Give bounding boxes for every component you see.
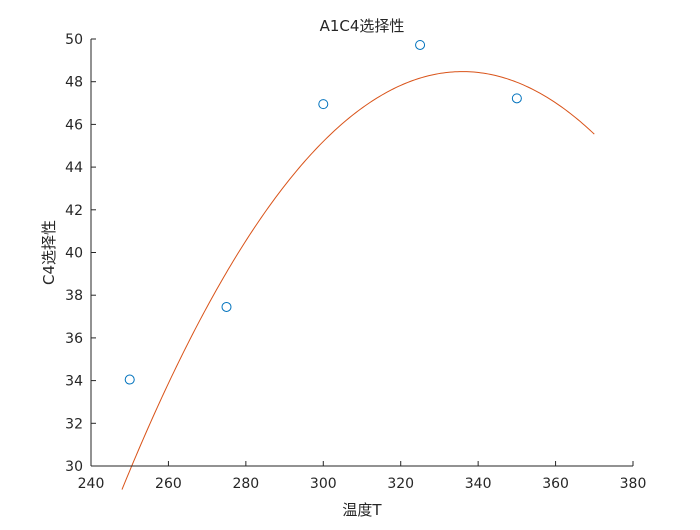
x-tick-label: 280 <box>232 476 259 492</box>
y-tick-label: 40 <box>65 246 83 262</box>
x-tick-label: 320 <box>387 476 414 492</box>
data-point-marker <box>221 301 232 312</box>
x-tick-label: 260 <box>155 476 182 492</box>
y-axis-title: C4选择性 <box>40 220 58 285</box>
x-tick-label: 300 <box>310 476 337 492</box>
y-tick-label: 48 <box>65 75 83 91</box>
y-tick-layer: 30 32 34 36 38 40 42 44 46 48 50 <box>65 32 96 475</box>
y-tick-label: 46 <box>65 117 83 133</box>
x-axis-title: 温度T <box>342 501 382 519</box>
data-point-marker <box>124 374 135 385</box>
y-tick-label: 34 <box>65 374 83 390</box>
x-tick-label: 240 <box>78 476 105 492</box>
y-tick-label: 32 <box>65 416 83 432</box>
data-point-marker <box>415 39 426 50</box>
data-point-marker <box>511 93 522 104</box>
y-tick-label: 42 <box>65 203 83 219</box>
plot-area <box>91 39 633 466</box>
y-tick-label: 36 <box>65 331 83 347</box>
x-tick-label: 340 <box>465 476 492 492</box>
x-tick-label: 380 <box>620 476 647 492</box>
x-tick-label: 360 <box>542 476 569 492</box>
data-points-layer <box>124 39 522 385</box>
data-point-marker <box>318 99 329 110</box>
fit-line-layer <box>121 71 595 490</box>
y-tick-label: 50 <box>65 32 83 48</box>
y-tick-label: 30 <box>65 459 83 475</box>
y-tick-label: 38 <box>65 288 83 304</box>
y-tick-label: 44 <box>65 160 83 176</box>
x-tick-layer: 240 260 280 300 320 340 360 380 <box>78 461 647 492</box>
fit-curve-line <box>121 71 595 490</box>
chart-title: A1C4选择性 <box>320 17 405 35</box>
